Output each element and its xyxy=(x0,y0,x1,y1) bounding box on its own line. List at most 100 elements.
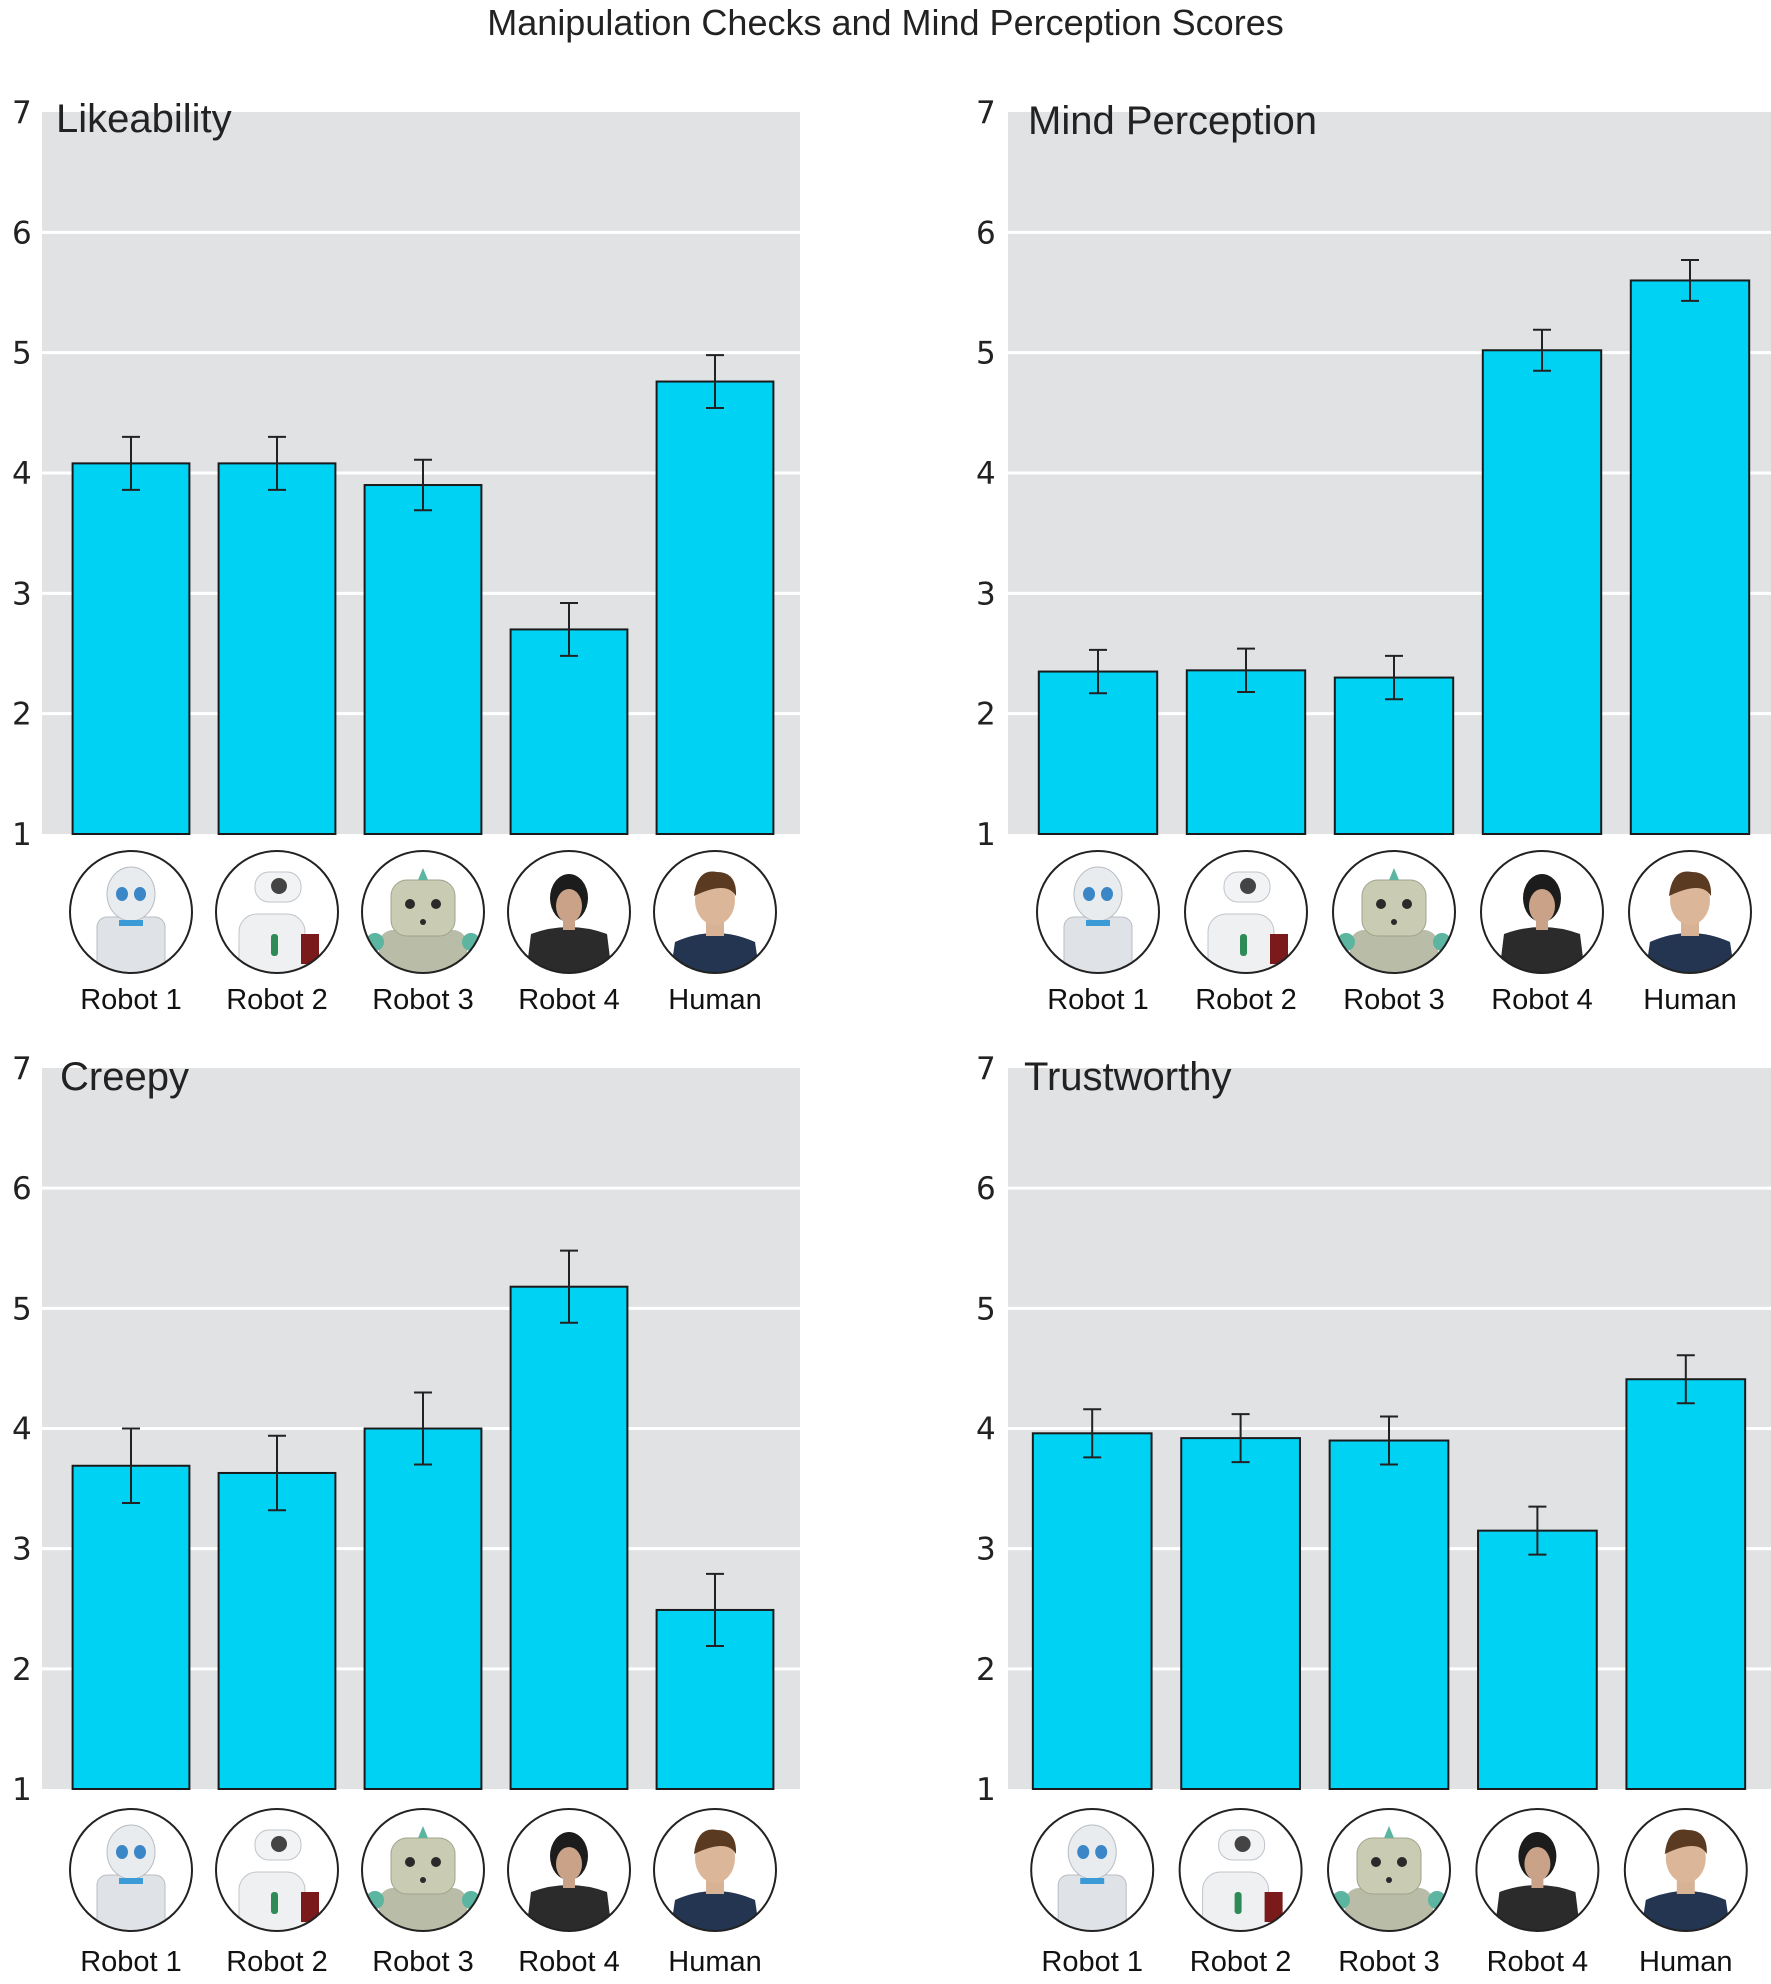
y-tick-label: 3 xyxy=(976,1532,996,1568)
x-category-label: Robot 2 xyxy=(226,984,328,1016)
y-tick-label: 2 xyxy=(12,1652,32,1688)
robot-2-photo-icon xyxy=(1184,850,1308,974)
error-bar xyxy=(1380,1415,1398,1466)
robot-4-photo-icon xyxy=(1480,850,1604,974)
panel-title: Trustworthy xyxy=(1024,1055,1231,1099)
bar-robot-3 xyxy=(1333,676,1455,835)
bar-robot-1 xyxy=(1031,1432,1153,1790)
bar-robot-1 xyxy=(1037,670,1159,835)
x-category-label: Robot 2 xyxy=(226,1946,328,1978)
x-category-label: Robot 4 xyxy=(1491,984,1593,1016)
bar-robot-1 xyxy=(71,1464,191,1791)
human-photo-icon xyxy=(1623,1808,1748,1932)
error-bar xyxy=(1089,648,1107,695)
robot-2-photo-icon xyxy=(215,1808,339,1932)
robot-2-photo-icon xyxy=(215,850,339,974)
bar-robot-4 xyxy=(509,628,629,836)
error-bar xyxy=(268,435,286,491)
panel-title: Creepy xyxy=(60,1055,189,1099)
robot-3-photo-icon xyxy=(1332,850,1456,974)
robot-3-photo-icon xyxy=(1327,1808,1451,1932)
bar-human xyxy=(1629,279,1751,835)
x-category-label: Robot 3 xyxy=(372,1946,474,1978)
error-bar xyxy=(706,1572,724,1648)
x-category-label: Robot 4 xyxy=(518,1946,620,1978)
y-tick-label: 7 xyxy=(12,95,32,131)
error-bar xyxy=(706,354,724,410)
panel-title: Likeability xyxy=(56,97,232,141)
x-category-label: Robot 4 xyxy=(518,984,620,1016)
bar-robot-2 xyxy=(217,1471,337,1790)
y-tick-label: 1 xyxy=(12,1772,32,1808)
panel-creepy: 1 2 3 4 5 6 7 Creepy Robot 1 Robot 2 Robot 3 Robot … xyxy=(12,1051,800,1978)
error-bar xyxy=(1083,1408,1102,1459)
y-tick-label: 2 xyxy=(976,1652,996,1688)
error-bar xyxy=(1533,328,1551,372)
x-category-label: Human xyxy=(668,1946,762,1978)
human-photo-icon xyxy=(653,850,777,974)
human-photo-icon xyxy=(653,1808,777,1932)
y-tick-label: 5 xyxy=(976,1291,996,1327)
bar-robot-3 xyxy=(363,1427,483,1790)
y-tick-label: 4 xyxy=(12,1412,32,1448)
y-tick-label: 3 xyxy=(12,576,32,612)
y-tick-label: 2 xyxy=(12,697,32,733)
x-category-label: Robot 2 xyxy=(1195,984,1297,1016)
y-tick-label: 7 xyxy=(12,1051,32,1087)
error-bar xyxy=(414,458,432,512)
x-category-label: Human xyxy=(668,984,762,1016)
bar-robot-3 xyxy=(1328,1439,1450,1791)
x-category-label: Robot 3 xyxy=(372,984,474,1016)
robot-1-photo-icon xyxy=(69,850,193,974)
panel-trustworthy: 1 2 3 4 5 6 7 Trustworthy Robot 1 Robot 2 Robot 3 R… xyxy=(976,1051,1771,1978)
error-bar xyxy=(560,1249,578,1324)
y-tick-label: 7 xyxy=(976,95,996,131)
y-tick-label: 4 xyxy=(12,456,32,492)
robot-3-photo-icon xyxy=(361,1808,485,1932)
y-tick-label: 5 xyxy=(12,1291,32,1327)
bar-robot-3 xyxy=(363,484,483,835)
bar-robot-4 xyxy=(1481,349,1603,835)
y-tick-label: 5 xyxy=(976,336,996,372)
panel-likeability: 1 2 3 4 5 6 7 Likeability Robot 1 Robot 2 Robot 3 R… xyxy=(12,95,800,1016)
error-bar xyxy=(1385,654,1403,701)
x-category-label: Robot 2 xyxy=(1190,1946,1292,1978)
x-category-label: Robot 4 xyxy=(1487,1946,1589,1978)
bar-robot-2 xyxy=(1180,1437,1301,1790)
y-tick-label: 1 xyxy=(976,1772,996,1808)
bar-robot-4 xyxy=(1477,1529,1598,1791)
y-tick-label: 7 xyxy=(976,1051,996,1087)
y-tick-label: 3 xyxy=(12,1532,32,1568)
x-category-label: Robot 3 xyxy=(1338,1946,1440,1978)
error-bar xyxy=(122,1427,140,1505)
y-tick-label: 6 xyxy=(12,1171,32,1207)
y-tick-label: 6 xyxy=(976,215,996,251)
bar-human xyxy=(1625,1378,1747,1791)
bar-robot-2 xyxy=(217,462,337,835)
x-category-label: Robot 1 xyxy=(1041,1946,1143,1978)
bar-robot-4 xyxy=(509,1285,629,1791)
error-bar xyxy=(414,1391,432,1466)
error-bar xyxy=(1681,259,1699,302)
panel-title: Mind Perception xyxy=(1028,99,1317,143)
panel-mind-perception: 1 2 3 4 5 6 7 Mind Perception Robot 1 Robot 2 Robo… xyxy=(976,95,1771,1016)
robot-1-photo-icon xyxy=(1030,1808,1155,1932)
human-photo-icon xyxy=(1628,850,1752,974)
y-tick-label: 2 xyxy=(976,697,996,733)
error-bar xyxy=(1237,647,1255,694)
x-category-label: Robot 1 xyxy=(80,1946,182,1978)
y-tick-label: 1 xyxy=(12,817,32,853)
y-tick-label: 6 xyxy=(12,215,32,251)
robot-3-photo-icon xyxy=(361,850,485,974)
robot-4-photo-icon xyxy=(507,1808,631,1932)
robot-1-photo-icon xyxy=(1036,850,1160,974)
y-tick-label: 4 xyxy=(976,1412,996,1448)
error-bar xyxy=(268,1434,286,1512)
error-bar xyxy=(1676,1354,1695,1405)
error-bar xyxy=(122,435,140,491)
bar-robot-2 xyxy=(1185,669,1307,836)
bar-human xyxy=(655,380,775,835)
y-tick-label: 4 xyxy=(976,456,996,492)
x-category-label: Robot 3 xyxy=(1343,984,1445,1016)
robot-2-photo-icon xyxy=(1178,1808,1303,1932)
